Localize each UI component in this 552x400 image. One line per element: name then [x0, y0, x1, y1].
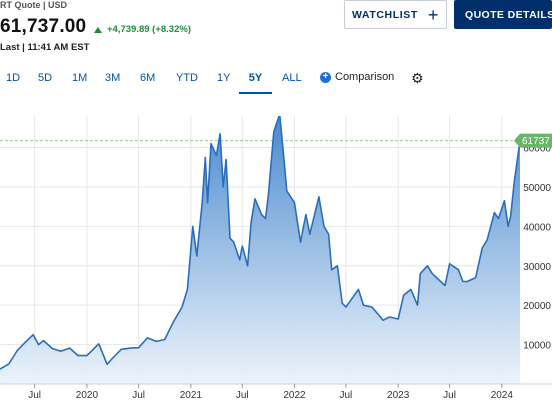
- range-6m[interactable]: 6M: [140, 72, 156, 84]
- quote-price: 61,737.00: [0, 16, 87, 37]
- x-tick-label: 2023: [387, 390, 410, 400]
- range-1y[interactable]: 1Y: [217, 72, 231, 84]
- watchlist-label: WATCHLIST: [352, 8, 418, 21]
- quote-subtitle: RT Quote | USD: [0, 0, 68, 10]
- range-5y[interactable]: 5Y: [239, 68, 272, 94]
- x-axis: Jul 2020 Jul 2021 Jul 2022 Jul 2023 Jul 2024: [0, 383, 552, 400]
- x-tick-label: 2021: [180, 390, 203, 400]
- x-tick-label: Jul: [28, 390, 41, 400]
- y-tick-label: 50000: [523, 183, 551, 194]
- y-axis: 10000 20000 30000 40000 50000 60000: [523, 144, 551, 352]
- last-price-label: 61737: [522, 136, 550, 147]
- x-tick-label: Jul: [443, 390, 456, 400]
- y-tick-label: 30000: [523, 262, 551, 273]
- x-tick-label: 2022: [283, 390, 306, 400]
- price-change: +4,739.89 (+8.32%): [94, 24, 191, 35]
- series-area-fill: [0, 116, 520, 384]
- range-all[interactable]: ALL: [282, 72, 302, 84]
- y-tick-label: 10000: [523, 341, 551, 352]
- x-tick-label: Jul: [132, 390, 145, 400]
- range-selector: 1D 5D 1M 3M 6M YTD 1Y 5Y ALL + Compariso…: [0, 68, 552, 94]
- plus-icon: +: [427, 4, 439, 25]
- up-triangle-icon: [94, 26, 102, 33]
- price-chart[interactable]: 10000 20000 30000 40000 50000 60000 Jul 2020 Ju…: [0, 116, 552, 400]
- watchlist-button[interactable]: WATCHLIST +: [344, 0, 447, 29]
- x-tick-label: Jul: [236, 390, 249, 400]
- range-1m[interactable]: 1M: [72, 72, 88, 84]
- range-1d[interactable]: 1D: [6, 72, 21, 84]
- y-tick-label: 40000: [523, 222, 551, 233]
- y-tick-label: 20000: [523, 301, 551, 312]
- range-5d[interactable]: 5D: [38, 72, 53, 84]
- comparison-button[interactable]: + Comparison: [320, 71, 394, 83]
- plus-circle-icon: +: [320, 71, 331, 83]
- range-3m[interactable]: 3M: [105, 72, 121, 84]
- series-area: [0, 116, 521, 384]
- series-line: [0, 116, 521, 370]
- last-price-badge-group: 61737: [514, 133, 552, 148]
- x-tick-label: 2024: [491, 390, 514, 400]
- range-ytd[interactable]: YTD: [176, 72, 198, 84]
- gear-icon[interactable]: ⚙: [411, 70, 424, 86]
- quote-details-button[interactable]: QUOTE DETAILS: [454, 0, 552, 29]
- price-change-value: +4,739.89 (+8.32%): [107, 24, 191, 35]
- x-tick-label: Jul: [340, 390, 353, 400]
- comparison-label: Comparison: [335, 71, 395, 83]
- last-trade-time: Last | 11:41 AM EST: [0, 42, 90, 53]
- x-tick-label: 2020: [76, 390, 99, 400]
- y-tick-label: 60000: [523, 144, 551, 155]
- last-price-badge: [514, 133, 552, 148]
